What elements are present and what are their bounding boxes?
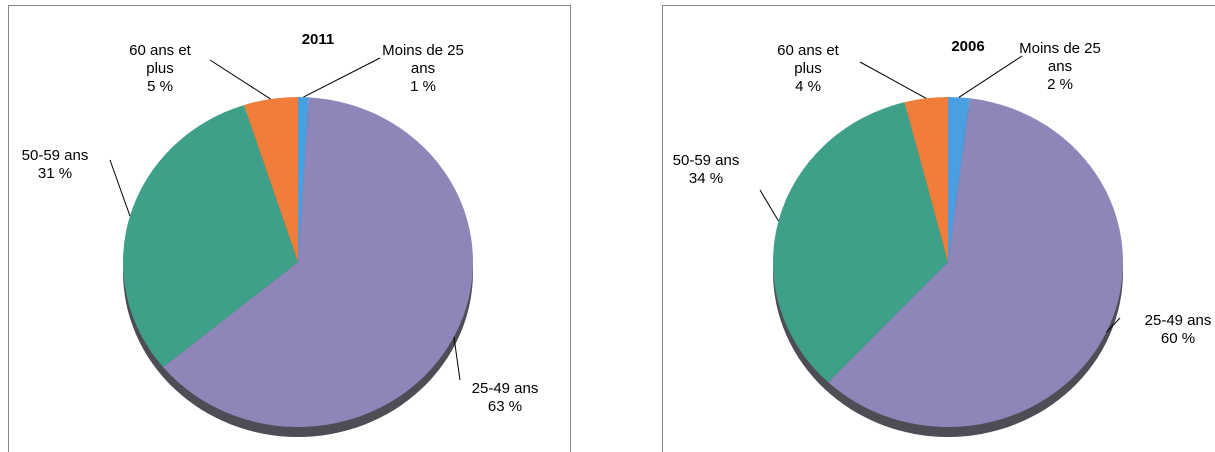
value-label: 1 % — [410, 78, 436, 95]
leader-line — [453, 336, 461, 381]
pie-slice — [123, 105, 298, 368]
leader-line — [859, 61, 927, 99]
leader-line — [1105, 317, 1121, 333]
leader-line — [209, 59, 271, 100]
slice-label: Moins de 25 ans — [1019, 40, 1101, 75]
chart-frame — [8, 5, 571, 452]
value-label: 34 % — [688, 170, 724, 187]
slice-label: 60 ans et plus — [777, 42, 839, 77]
slice-label: 50-59 ans — [672, 152, 740, 169]
value-label: 2 % — [1047, 76, 1073, 93]
pie-slice — [904, 97, 948, 262]
leader-line — [109, 159, 131, 217]
pie-slice — [298, 97, 309, 262]
slice-label: 60 ans et plus — [129, 42, 191, 77]
pie-slice — [163, 97, 473, 427]
leader-line — [303, 57, 381, 98]
pie-slice — [828, 98, 1124, 428]
slice-label: 25-49 ans — [471, 380, 539, 397]
value-label: 31 % — [37, 165, 73, 182]
value-label: 5 % — [147, 78, 173, 95]
value-label: 4 % — [795, 78, 821, 95]
pie-slice — [243, 97, 298, 262]
value-label: 63 % — [487, 398, 523, 415]
leader-line — [958, 55, 1023, 98]
pie-slice — [948, 97, 970, 262]
chart-title: 2006 — [951, 38, 984, 55]
slice-label: 25-49 ans — [1144, 312, 1212, 329]
slice-label: 50-59 ans — [21, 147, 89, 164]
chart-title: 2011 — [302, 31, 335, 48]
pie-slice — [773, 102, 948, 383]
slice-label: Moins de 25 ans — [382, 42, 464, 77]
leader-line — [759, 189, 779, 222]
chart-frame — [662, 5, 1215, 452]
value-label: 60 % — [1160, 330, 1196, 347]
